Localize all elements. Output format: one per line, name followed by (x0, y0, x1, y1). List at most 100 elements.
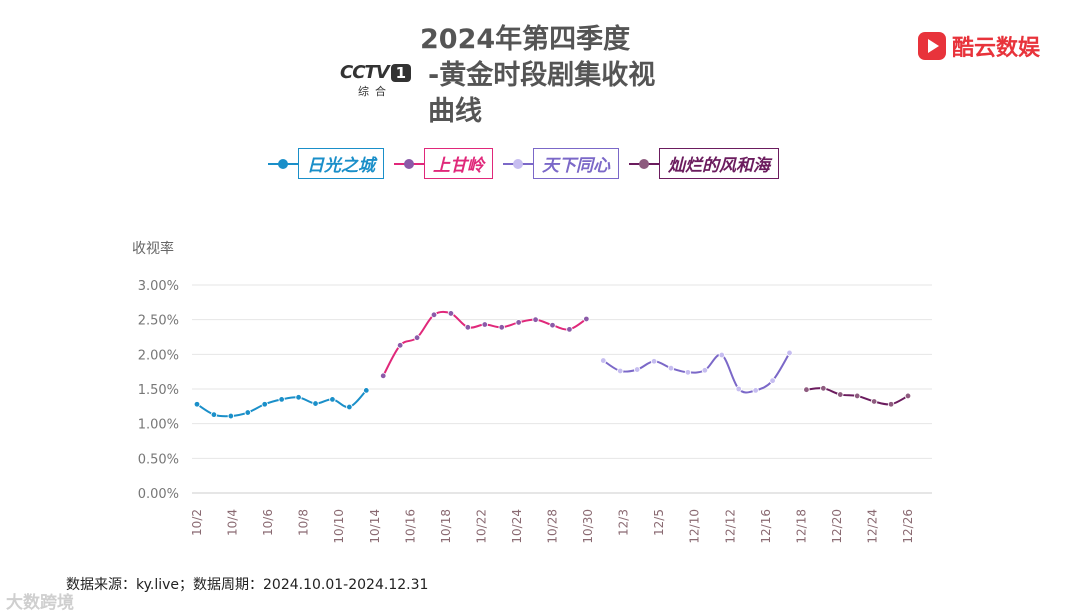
x-tick-label: 12/20 (830, 509, 844, 544)
x-tick-label: 10/28 (546, 509, 560, 544)
data-point (396, 342, 404, 349)
x-tick-label: 12/18 (794, 509, 808, 544)
data-point (566, 326, 573, 333)
legend-label: 灿烂的风和海 (659, 148, 779, 179)
legend-label: 天下同心 (533, 148, 619, 179)
data-point (820, 385, 827, 392)
data-point (498, 324, 505, 331)
data-point (278, 396, 285, 403)
data-point (227, 412, 235, 420)
legend-item-1: 日光之城 (268, 148, 384, 179)
cctv1-logo: CCTV 1 综合 (340, 62, 420, 98)
data-point (430, 311, 438, 319)
cctv-logo-number: 1 (390, 64, 412, 82)
x-tick-label: 12/24 (865, 509, 879, 544)
legend-item-3: 天下同心 (503, 148, 619, 179)
data-point (244, 409, 251, 416)
data-point (803, 386, 810, 393)
data-point (413, 334, 421, 341)
data-point (210, 411, 218, 418)
data-point (633, 366, 641, 373)
y-axis-label: 收视率 (132, 241, 174, 257)
watermark: 大数跨境 (6, 593, 74, 613)
x-tick-label: 12/10 (688, 509, 702, 544)
x-tick-label: 10/22 (474, 509, 488, 544)
x-tick-label: 10/10 (332, 509, 346, 544)
cctv-logo-subtitle: 综合 (358, 85, 392, 98)
x-tick-label: 10/18 (439, 509, 453, 544)
data-point (870, 398, 878, 405)
title-line-2: -黄金时段剧集收视曲线 (428, 60, 656, 127)
legend-item-4: 灿烂的风和海 (629, 148, 779, 179)
data-source-note: 数据来源：ky.live；数据周期：2024.10.01-2024.12.31 (66, 577, 429, 593)
data-point (329, 396, 336, 403)
data-point (363, 387, 370, 394)
legend-item-2: 上甘岭 (394, 148, 493, 179)
legend-marker (404, 158, 414, 169)
data-point (481, 321, 488, 328)
data-point (447, 310, 455, 317)
legend-line (503, 158, 533, 169)
series-line-1 (196, 389, 368, 418)
x-tick-label: 12/16 (759, 509, 773, 544)
x-tick-label: 10/4 (226, 509, 240, 536)
data-point (380, 372, 387, 380)
title-line-1: 2024年第四季度 (420, 24, 631, 55)
data-point (600, 357, 607, 364)
data-point (752, 387, 759, 394)
data-point (854, 392, 861, 400)
data-point (684, 369, 692, 376)
data-point (735, 385, 742, 393)
y-tick-label: 2.00% (138, 348, 179, 363)
legend-marker (639, 158, 649, 169)
data-point (261, 401, 268, 408)
data-point (786, 349, 793, 357)
data-point (617, 367, 624, 375)
x-tick-label: 10/6 (261, 509, 275, 536)
cctv-logo-text: CCTV (340, 62, 390, 83)
data-point (312, 400, 319, 407)
y-tick-label: 1.00% (138, 418, 179, 433)
chart-title: 2024年第四季度 -黄金时段剧集收视曲线 (420, 22, 680, 130)
data-point (904, 392, 912, 400)
brand-logo: 酷云数娱 (918, 30, 1040, 62)
data-point (346, 403, 353, 411)
x-tick-label: 12/12 (723, 509, 737, 544)
x-tick-label: 12/5 (652, 509, 666, 536)
y-tick-label: 1.50% (138, 383, 179, 398)
x-tick-label: 10/8 (297, 509, 311, 536)
y-tick-label: 0.00% (138, 487, 179, 502)
x-tick-label: 10/16 (403, 509, 417, 544)
data-point (549, 322, 556, 329)
data-point (464, 324, 472, 331)
x-tick-label: 10/30 (581, 509, 595, 544)
data-point (769, 377, 776, 384)
data-point (583, 315, 590, 323)
chart-legend: 日光之城 上甘岭 天下同心 灿烂的风和海 (268, 148, 789, 179)
data-point (701, 367, 709, 374)
y-tick-label: 3.00% (138, 279, 179, 294)
legend-line (268, 158, 298, 169)
x-tick-label: 10/24 (510, 509, 524, 544)
legend-line (629, 158, 659, 169)
legend-marker (513, 158, 523, 169)
legend-marker (278, 158, 288, 169)
data-point (515, 319, 522, 326)
x-tick-label: 10/2 (190, 509, 204, 536)
legend-label: 日光之城 (298, 148, 384, 179)
x-tick-label: 10/14 (368, 509, 382, 544)
data-point (837, 391, 844, 398)
data-point (193, 401, 201, 408)
x-tick-label: 12/26 (901, 509, 915, 544)
play-icon (918, 32, 946, 60)
legend-line (394, 158, 424, 169)
data-point (650, 358, 658, 365)
data-point (667, 365, 675, 372)
data-point (887, 401, 895, 408)
series-line-3 (602, 352, 791, 394)
legend-label: 上甘岭 (424, 148, 493, 179)
y-tick-label: 0.50% (138, 452, 179, 467)
data-point (295, 394, 302, 401)
data-point (532, 316, 539, 323)
